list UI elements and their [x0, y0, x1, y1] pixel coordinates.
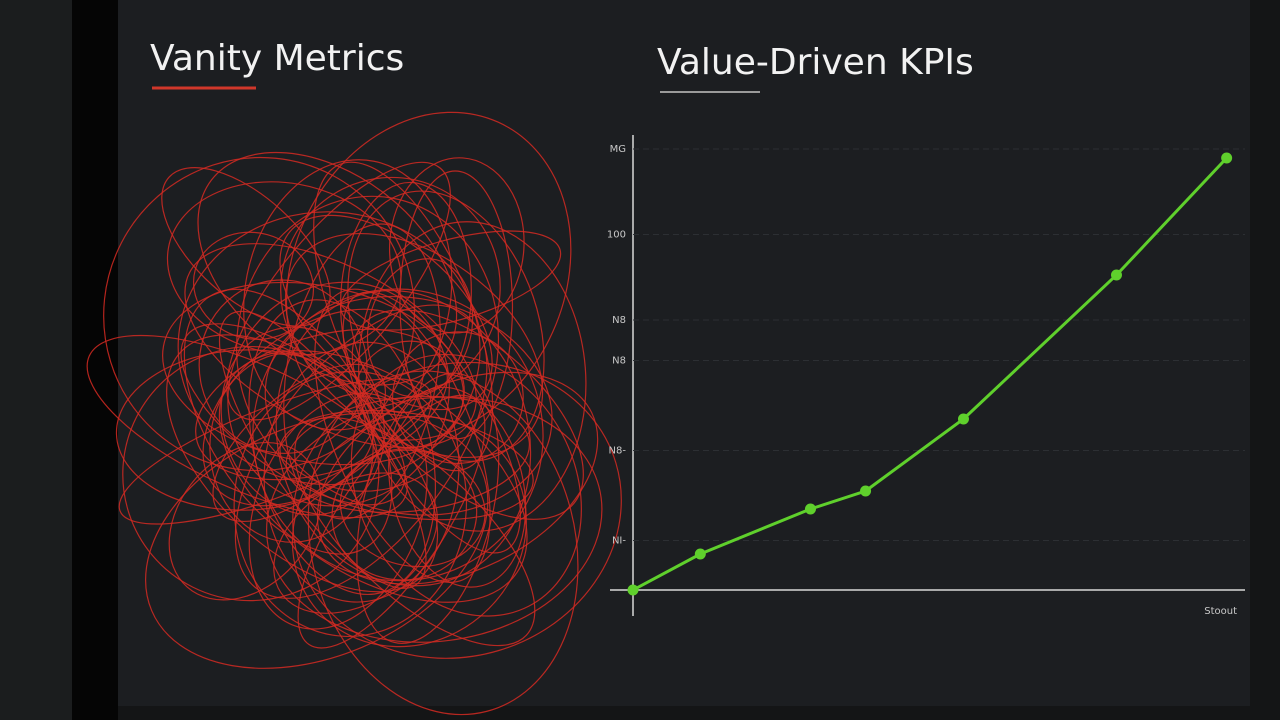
kpi-point	[694, 548, 706, 560]
scribble-loop	[351, 309, 584, 520]
scribble-loop	[347, 190, 545, 462]
kpi-point	[1110, 269, 1122, 281]
scribble-loop	[118, 378, 432, 525]
scribble-loop	[227, 281, 450, 507]
side-strip	[0, 0, 72, 720]
side-gap	[72, 0, 118, 720]
kpi-point	[1221, 152, 1233, 164]
scribble-loop	[331, 448, 478, 581]
y-tick-label: NI-	[612, 536, 626, 547]
scribble-loop	[243, 159, 453, 431]
scribble-loop	[273, 472, 438, 614]
scribble-loop	[366, 258, 474, 398]
scribble-loop	[280, 176, 501, 400]
kpi-point	[804, 503, 816, 515]
scribble-loop	[279, 409, 534, 521]
y-tick-label: MG	[610, 144, 626, 155]
kpi-point	[957, 413, 969, 425]
scribble	[86, 111, 622, 716]
y-tick-label: N8	[612, 315, 626, 326]
scribble-loop	[291, 415, 527, 648]
chart-title: Value-Driven KPIs	[657, 42, 974, 83]
scribble-loop	[161, 167, 331, 327]
y-tick-label: N8	[612, 356, 626, 367]
scribble-loop	[197, 151, 458, 386]
scribble-loop	[307, 370, 579, 716]
scribble-loop	[145, 412, 489, 669]
scribble-loop	[252, 288, 544, 582]
scribble-loop	[263, 341, 460, 603]
scribble-loop	[248, 392, 428, 630]
scribble-loop	[388, 157, 525, 334]
scribble-loop	[313, 161, 494, 472]
scribble-loop	[192, 231, 315, 340]
kpi-point	[627, 584, 639, 596]
scribble-loop	[391, 331, 524, 465]
scribble-loop	[292, 361, 622, 659]
scribble-loop	[294, 416, 536, 647]
scribble-loop	[220, 326, 385, 516]
x-axis-label: Stoout	[1204, 606, 1237, 617]
scribble-loop	[183, 288, 393, 555]
scribble-loop	[195, 328, 448, 481]
scribble-loop	[212, 363, 386, 523]
scribble-loop	[168, 441, 322, 601]
scribble-loop	[279, 214, 493, 411]
y-tick-label: N8-	[609, 446, 627, 457]
scribble-loop	[284, 232, 544, 459]
y-tick-label: 100	[607, 230, 626, 241]
scribble-loop	[314, 288, 491, 583]
scribble-loop	[264, 295, 553, 516]
scribble-loop	[340, 181, 472, 414]
scribble-loop	[103, 156, 416, 472]
scribble-loop	[342, 291, 521, 554]
panel	[118, 0, 1250, 706]
scribble-loop	[350, 353, 582, 617]
left-title: Vanity Metrics	[150, 38, 404, 79]
scribble-loop	[356, 372, 500, 644]
scribble-loop	[316, 371, 599, 585]
kpi-point	[860, 485, 872, 497]
